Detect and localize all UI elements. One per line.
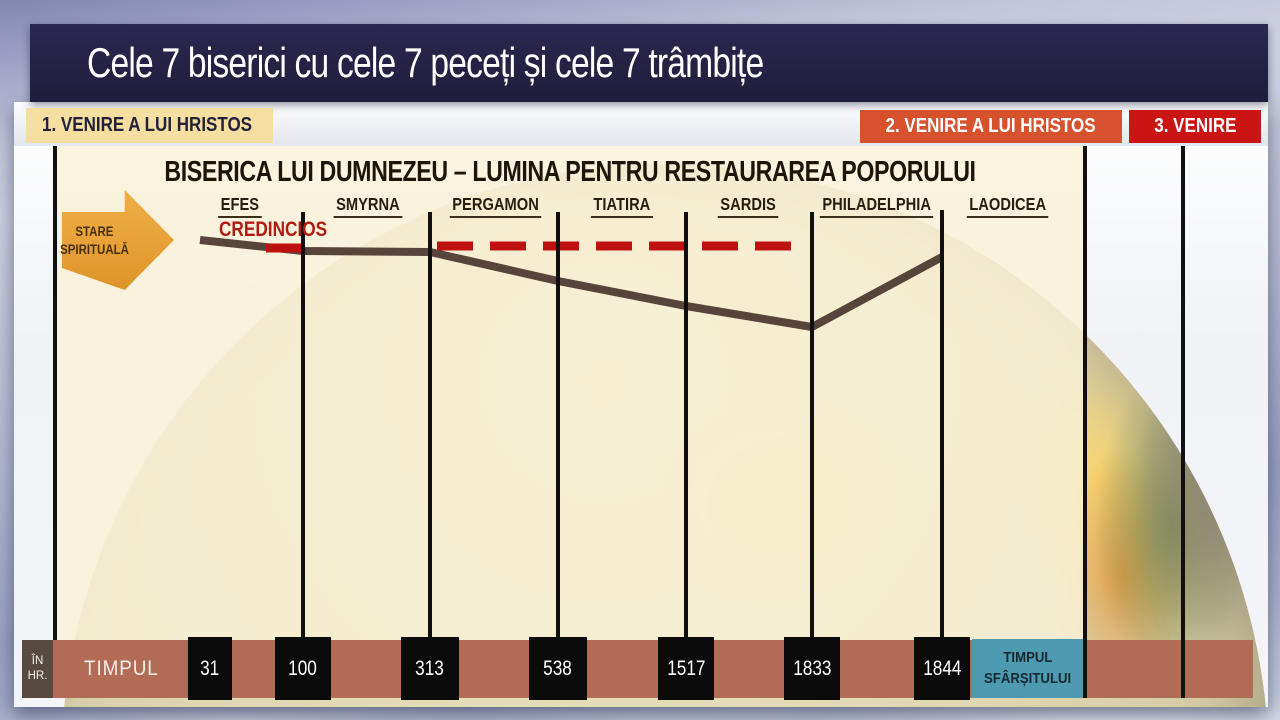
church-label: PHILADELPHIA [767, 194, 987, 218]
timeline-year-text: 100 [288, 656, 318, 680]
timeline-axis-label: TIMPUL [84, 657, 159, 680]
timeline-year-text: 1833 [792, 656, 832, 680]
divider-line [301, 212, 305, 640]
divider-line [428, 212, 432, 640]
arrow-label-line2: SPIRITUALĂ [59, 242, 129, 257]
faithful-label: CREDINCIOS [219, 218, 328, 241]
divider-line [1083, 146, 1087, 698]
divider-line [556, 212, 560, 640]
label-second-coming: 2. VENIRE A LUI HRISTOS [860, 110, 1122, 143]
timeline-year-text: 31 [200, 656, 220, 680]
church-label-text: LAODICEA [967, 194, 1049, 218]
spiritual-state-arrow-label: STARE SPIRITUALĂ [59, 212, 129, 270]
label-third-coming: 3. VENIRE [1129, 110, 1261, 143]
end-time-line2: SFÂRȘITULUI [983, 669, 1072, 687]
timeline-era-box: ÎN HR. [22, 640, 53, 698]
chart-heading: BISERICA LUI DUMNEZEU – LUMINA PENTRU RE… [164, 156, 976, 188]
chart-heading-row: BISERICA LUI DUMNEZEU – LUMINA PENTRU RE… [55, 156, 1085, 189]
end-time-box: TIMPUL SFÂRȘITULUI [972, 639, 1083, 698]
church-label: SMYRNA [258, 194, 478, 218]
church-label: TIATIRA [512, 194, 732, 218]
faithful-label-wrap: CREDINCIOS [219, 218, 351, 242]
church-label: PERGAMON [386, 194, 606, 218]
church-label: LAODICEA [898, 194, 1118, 218]
timeline-year: 538 [529, 637, 587, 700]
church-label-text: PERGAMON [450, 194, 542, 218]
timeline-year: 100 [275, 637, 331, 700]
chart-panel [55, 146, 1085, 640]
church-label: EFES [130, 194, 350, 218]
timeline-axis-label-wrap: TIMPUL [84, 640, 167, 698]
timeline-year-text: 1517 [666, 656, 706, 680]
timeline-year: 31 [188, 637, 232, 700]
title-bar: Cele 7 biserici cu cele 7 peceți și cele… [30, 24, 1268, 102]
label-first-coming-text: 1. VENIRE A LUI HRISTOS [42, 114, 253, 136]
divider-line [684, 212, 688, 640]
timeline-year-text: 1844 [922, 656, 962, 680]
era-line1: ÎN [31, 655, 44, 668]
slide-title: Cele 7 biserici cu cele 7 peceți și cele… [87, 39, 764, 86]
church-label-text: EFES [218, 194, 262, 218]
timeline-year: 313 [401, 637, 459, 700]
era-line2: HR. [27, 670, 48, 682]
church-label-text: SMYRNA [333, 194, 403, 218]
timeline-year: 1833 [784, 637, 840, 700]
timeline-year: 1844 [914, 637, 970, 700]
arrow-label-line1: STARE [74, 224, 114, 240]
label-third-coming-text: 3. VENIRE [1153, 115, 1237, 137]
church-label: SARDIS [638, 194, 858, 218]
divider-line [810, 212, 814, 640]
church-label-text: SARDIS [717, 194, 779, 218]
divider-line [53, 146, 57, 640]
church-label-text: TIATIRA [591, 194, 653, 218]
divider-line [940, 210, 944, 640]
timeline-year-text: 313 [415, 656, 445, 680]
label-first-coming: 1. VENIRE A LUI HRISTOS [26, 108, 273, 143]
timeline-year-text: 538 [543, 656, 573, 680]
timeline-year: 1517 [658, 637, 714, 700]
label-second-coming-text: 2. VENIRE A LUI HRISTOS [885, 115, 1097, 137]
divider-line [1181, 146, 1185, 698]
church-label-text: PHILADELPHIA [820, 194, 934, 218]
end-time-line1: TIMPUL [1002, 649, 1053, 667]
